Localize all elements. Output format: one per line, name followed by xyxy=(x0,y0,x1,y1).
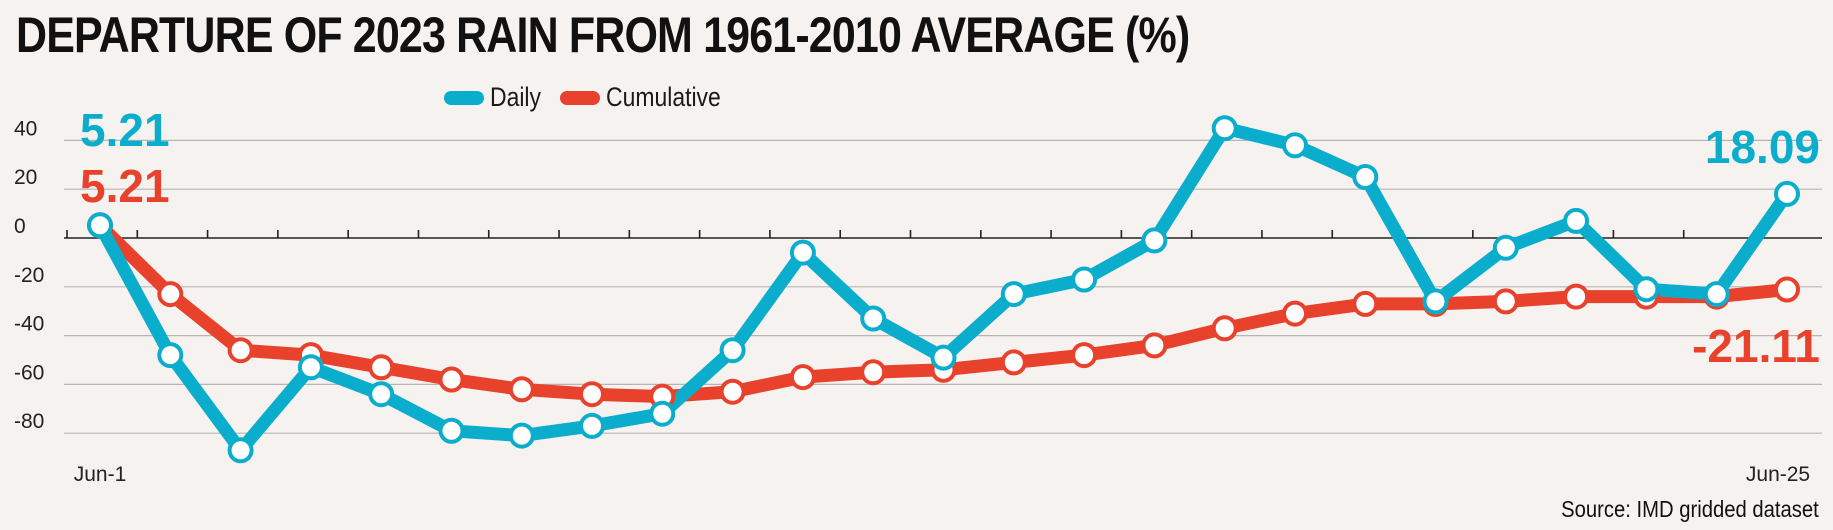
chart-legend: Daily Cumulative xyxy=(444,82,751,113)
chart-title: DEPARTURE OF 2023 RAIN FROM 1961-2010 AV… xyxy=(16,7,1190,63)
point-daily xyxy=(789,239,816,266)
y-axis-ticks: 40 20 0 -20 -40 -60 -80 xyxy=(14,117,44,433)
point-cumulative xyxy=(1000,349,1027,376)
point-daily xyxy=(860,305,887,332)
point-daily xyxy=(930,344,957,371)
point-daily xyxy=(1211,115,1238,142)
y-tick-label: 20 xyxy=(14,166,37,189)
point-daily xyxy=(1352,164,1379,190)
y-tick-label: -40 xyxy=(14,313,44,336)
point-cumulative xyxy=(1282,300,1308,327)
point-daily xyxy=(87,212,113,239)
point-cumulative xyxy=(438,366,465,393)
x-label-start: Jun-1 xyxy=(74,463,127,486)
x-label-end: Jun-25 xyxy=(1746,463,1810,486)
point-daily xyxy=(1282,132,1308,159)
chart-gridlines xyxy=(64,139,1822,434)
point-cumulative xyxy=(1141,332,1168,359)
y-tick-label: 40 xyxy=(14,117,37,140)
point-daily xyxy=(1703,281,1730,308)
legend-label-cumulative: Cumulative xyxy=(606,82,721,112)
point-cumulative xyxy=(1071,342,1098,369)
point-cumulative xyxy=(579,381,605,408)
point-daily xyxy=(368,381,395,408)
point-cumulative xyxy=(508,376,535,403)
daily-end-annotation: 18.09 xyxy=(1705,121,1820,173)
x-axis-labels: Jun-1 Jun-25 xyxy=(74,463,1810,486)
series-points xyxy=(87,115,1800,464)
point-cumulative xyxy=(1563,283,1590,310)
point-cumulative xyxy=(789,364,816,391)
point-cumulative xyxy=(1774,276,1800,303)
point-daily xyxy=(297,354,324,381)
point-cumulative xyxy=(1352,290,1379,317)
point-daily xyxy=(1492,234,1519,261)
point-daily xyxy=(157,342,184,369)
legend-label-daily: Daily xyxy=(490,82,542,112)
point-cumulative xyxy=(368,354,395,381)
point-cumulative xyxy=(1211,315,1238,342)
series-line-daily xyxy=(93,121,1794,457)
cumulative-start-annotation: 5.21 xyxy=(80,160,170,212)
legend-swatch-cumulative xyxy=(560,90,601,105)
y-tick-label: -80 xyxy=(14,410,44,433)
point-daily xyxy=(1071,266,1098,293)
source-note: Source: IMD gridded dataset xyxy=(1561,496,1819,522)
point-daily xyxy=(649,400,676,427)
point-daily xyxy=(1633,276,1660,303)
point-daily xyxy=(508,422,535,449)
cumulative-end-annotation: -21.11 xyxy=(1692,320,1820,372)
y-tick-label: -60 xyxy=(14,361,44,384)
legend-item-cumulative: Cumulative xyxy=(560,82,741,113)
point-cumulative xyxy=(860,359,887,386)
point-cumulative xyxy=(227,337,254,364)
point-daily xyxy=(438,417,465,444)
value-annotations: 5.21 5.21 18.09 -21.11 xyxy=(80,104,1820,372)
legend-item-daily: Daily xyxy=(444,82,550,113)
point-daily xyxy=(1000,281,1027,308)
daily-start-annotation: 5.21 xyxy=(80,104,170,156)
point-cumulative xyxy=(157,281,184,308)
legend-swatch-daily xyxy=(444,90,484,105)
point-daily xyxy=(1422,288,1449,315)
point-cumulative xyxy=(1492,288,1519,315)
point-daily xyxy=(1774,180,1800,207)
point-cumulative xyxy=(719,378,746,405)
point-daily xyxy=(1141,227,1168,254)
y-tick-label: -20 xyxy=(14,264,44,287)
point-daily xyxy=(579,412,605,439)
y-tick-label: 0 xyxy=(14,215,26,238)
point-daily xyxy=(719,337,746,364)
point-daily xyxy=(227,437,254,464)
series-lines xyxy=(93,121,1794,457)
point-daily xyxy=(1563,207,1590,234)
